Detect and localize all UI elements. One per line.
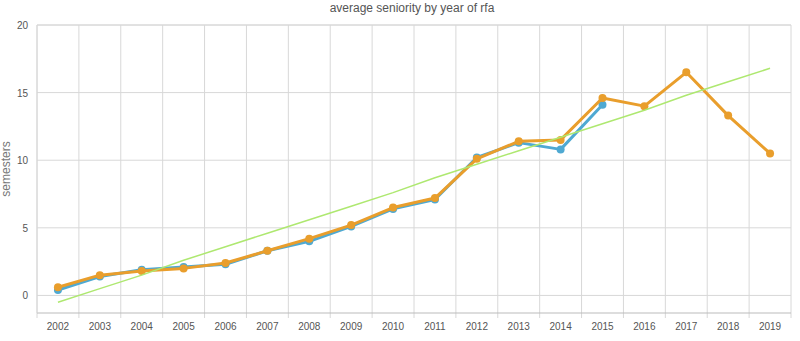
chart-title: average seniority by year of rfa (330, 1, 495, 15)
x-grid-line (497, 25, 498, 318)
y-grid-line (37, 295, 791, 296)
x-tick-label: 2015 (591, 321, 614, 332)
series-marker (682, 68, 690, 76)
series-marker (180, 264, 188, 272)
y-tick-label: 20 (17, 20, 29, 31)
y-grid-line (37, 227, 791, 228)
x-grid-line (581, 25, 582, 318)
series-marker (222, 259, 230, 267)
x-grid-line (707, 25, 708, 318)
x-tick-label: 2003 (89, 321, 112, 332)
chart-container: average seniority by year of rfa semester… (0, 0, 800, 341)
series-marker (347, 221, 355, 229)
x-tick-label: 2019 (759, 321, 782, 332)
series-line (58, 72, 770, 287)
x-tick-label: 2010 (382, 321, 405, 332)
x-grid-line (37, 25, 38, 318)
x-grid-line (791, 25, 792, 318)
series-marker (766, 149, 774, 157)
x-tick-label: 2016 (633, 321, 656, 332)
series-marker (724, 112, 732, 120)
chart-svg: average seniority by year of rfa semester… (0, 0, 800, 341)
x-grid-line (623, 25, 624, 318)
series-marker (305, 235, 313, 243)
series-marker (557, 145, 565, 153)
x-tick-label: 2013 (508, 321, 531, 332)
x-grid-line (288, 25, 289, 318)
x-grid-line (749, 25, 750, 318)
x-grid-line (330, 25, 331, 318)
x-grid-line (665, 25, 666, 318)
y-tick-label: 5 (22, 223, 28, 234)
x-tick-label: 2007 (256, 321, 279, 332)
series-marker (263, 247, 271, 255)
series-marker (599, 94, 607, 102)
series-marker (54, 283, 62, 291)
x-grid-line (204, 25, 205, 318)
series-line (58, 105, 603, 290)
y-axis-line (37, 25, 38, 313)
y-tick-label: 15 (17, 88, 29, 99)
x-grid-line (246, 25, 247, 318)
x-tick-label: 2012 (466, 321, 489, 332)
y-axis-label: semesters (0, 141, 13, 196)
y-grid-line (37, 92, 791, 93)
series-marker (431, 194, 439, 202)
series-marker (515, 137, 523, 145)
y-tick-label: 0 (22, 290, 28, 301)
plot-area (54, 68, 774, 302)
x-tick-label: 2002 (47, 321, 70, 332)
x-grid-line (78, 25, 79, 318)
x-tick-label: 2009 (340, 321, 363, 332)
series-marker (96, 271, 104, 279)
plot-top-line (37, 25, 791, 26)
series-marker (473, 155, 481, 163)
x-tick-label: 2006 (214, 321, 237, 332)
y-grid-line (37, 25, 791, 26)
x-tick-label: 2008 (298, 321, 321, 332)
series-marker (389, 204, 397, 212)
x-grid-line (372, 25, 373, 318)
x-axis-line (37, 313, 791, 314)
series-line (58, 68, 770, 302)
x-tick-label: 2005 (172, 321, 195, 332)
x-tick-label: 2017 (675, 321, 698, 332)
series-marker (263, 247, 271, 255)
x-tick-label: 2011 (424, 321, 446, 332)
x-tick-label: 2014 (549, 321, 572, 332)
x-grid-line (539, 25, 540, 318)
x-tick-label: 2004 (131, 321, 154, 332)
x-grid-line (414, 25, 415, 318)
x-tick-label: 2018 (717, 321, 740, 332)
y-tick-label: 10 (17, 155, 29, 166)
x-grid-line (162, 25, 163, 318)
y-grid-line (37, 160, 791, 161)
